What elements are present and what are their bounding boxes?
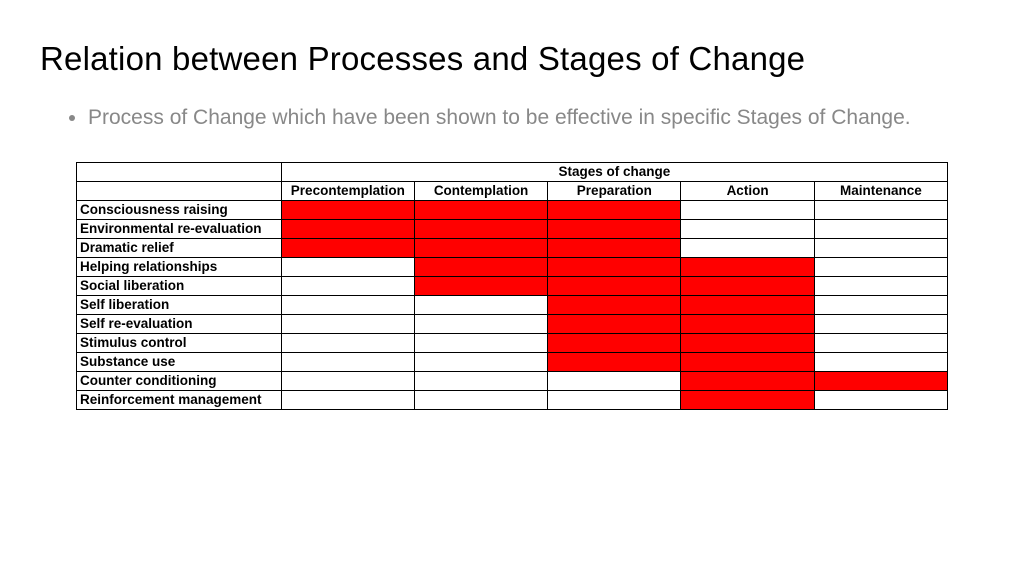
row-label: Social liberation — [77, 276, 282, 295]
matrix-cell — [814, 276, 947, 295]
matrix-cell — [281, 219, 414, 238]
stage-header: Preparation — [548, 181, 681, 200]
matrix-cell — [414, 257, 547, 276]
matrix-cell — [414, 200, 547, 219]
matrix-cell — [681, 352, 814, 371]
matrix-cell — [281, 371, 414, 390]
matrix-cell — [281, 295, 414, 314]
row-label: Counter conditioning — [77, 371, 282, 390]
table-row: Environmental re-evaluation — [77, 219, 948, 238]
bullet-list: Process of Change which have been shown … — [40, 102, 984, 134]
matrix-cell — [548, 371, 681, 390]
matrix-cell — [814, 257, 947, 276]
matrix-cell — [414, 276, 547, 295]
matrix-cell — [281, 200, 414, 219]
matrix-cell — [414, 390, 547, 409]
matrix-cell — [414, 219, 547, 238]
matrix-cell — [548, 390, 681, 409]
matrix-cell — [281, 333, 414, 352]
row-label: Reinforcement management — [77, 390, 282, 409]
row-label: Stimulus control — [77, 333, 282, 352]
matrix-cell — [814, 200, 947, 219]
matrix-cell — [548, 314, 681, 333]
matrix-blank-header-2 — [77, 181, 282, 200]
row-label: Environmental re-evaluation — [77, 219, 282, 238]
matrix-cell — [281, 238, 414, 257]
matrix-cell — [681, 333, 814, 352]
matrix-cell — [548, 295, 681, 314]
stage-header: Action — [681, 181, 814, 200]
matrix-cell — [414, 295, 547, 314]
matrix-cell — [681, 390, 814, 409]
matrix-cell — [814, 333, 947, 352]
stage-header: Maintenance — [814, 181, 947, 200]
matrix-cell — [681, 371, 814, 390]
matrix-cell — [548, 200, 681, 219]
row-label: Substance use — [77, 352, 282, 371]
table-row: Reinforcement management — [77, 390, 948, 409]
slide: Relation between Processes and Stages of… — [0, 0, 1024, 410]
matrix-cell — [814, 352, 947, 371]
matrix-cell — [681, 257, 814, 276]
matrix-cell — [814, 219, 947, 238]
row-label: Consciousness raising — [77, 200, 282, 219]
matrix-super-header: Stages of change — [281, 162, 947, 181]
matrix-stage-header-row: PrecontemplationContemplationPreparation… — [77, 181, 948, 200]
matrix-cell — [281, 314, 414, 333]
matrix-cell — [281, 352, 414, 371]
stage-header: Precontemplation — [281, 181, 414, 200]
matrix-cell — [548, 352, 681, 371]
page-title: Relation between Processes and Stages of… — [40, 40, 984, 78]
matrix-cell — [548, 333, 681, 352]
table-row: Self re-evaluation — [77, 314, 948, 333]
matrix-cell — [281, 257, 414, 276]
matrix-cell — [681, 295, 814, 314]
bullet-item: Process of Change which have been shown … — [88, 102, 984, 134]
matrix-cell — [414, 238, 547, 257]
matrix-cell — [681, 238, 814, 257]
matrix-cell — [814, 390, 947, 409]
matrix-cell — [814, 238, 947, 257]
matrix-cell — [281, 276, 414, 295]
matrix-cell — [414, 371, 547, 390]
matrix-cell — [548, 238, 681, 257]
matrix-cell — [548, 257, 681, 276]
matrix-cell — [548, 276, 681, 295]
matrix-cell — [814, 371, 947, 390]
matrix-tbody: Consciousness raisingEnvironmental re-ev… — [77, 200, 948, 409]
table-row: Helping relationships — [77, 257, 948, 276]
matrix-cell — [414, 352, 547, 371]
matrix-blank-header — [77, 162, 282, 181]
matrix-table-wrap: Stages of change PrecontemplationContemp… — [76, 162, 948, 410]
matrix-cell — [414, 333, 547, 352]
matrix-thead: Stages of change PrecontemplationContemp… — [77, 162, 948, 200]
table-row: Stimulus control — [77, 333, 948, 352]
matrix-cell — [814, 314, 947, 333]
matrix-cell — [681, 219, 814, 238]
stage-header: Contemplation — [414, 181, 547, 200]
row-label: Self liberation — [77, 295, 282, 314]
matrix-cell — [281, 390, 414, 409]
table-row: Counter conditioning — [77, 371, 948, 390]
matrix-table: Stages of change PrecontemplationContemp… — [76, 162, 948, 410]
table-row: Social liberation — [77, 276, 948, 295]
matrix-cell — [548, 219, 681, 238]
table-row: Dramatic relief — [77, 238, 948, 257]
row-label: Dramatic relief — [77, 238, 282, 257]
table-row: Substance use — [77, 352, 948, 371]
table-row: Self liberation — [77, 295, 948, 314]
matrix-cell — [681, 200, 814, 219]
matrix-cell — [814, 295, 947, 314]
matrix-super-row: Stages of change — [77, 162, 948, 181]
row-label: Helping relationships — [77, 257, 282, 276]
matrix-cell — [414, 314, 547, 333]
table-row: Consciousness raising — [77, 200, 948, 219]
row-label: Self re-evaluation — [77, 314, 282, 333]
matrix-cell — [681, 314, 814, 333]
matrix-cell — [681, 276, 814, 295]
